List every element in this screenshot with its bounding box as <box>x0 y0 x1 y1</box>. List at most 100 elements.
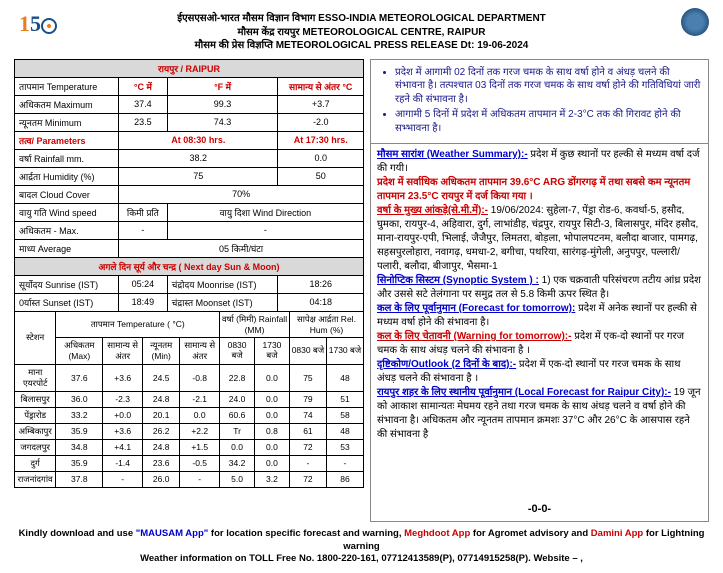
sun-moon-title: अगले दिन सूर्य और चन्द्र ( Next day Sun … <box>15 257 364 275</box>
data-cell: -2.3 <box>103 391 143 407</box>
col-dep: सामान्य से अंतर °C <box>278 77 364 95</box>
sub-column: सामान्य से अंतर <box>180 337 220 364</box>
moonset-label: चंद्रास्त Moonset (IST) <box>167 293 278 311</box>
sub-column: 1730 बजे <box>326 337 363 364</box>
data-cell: 51 <box>326 391 363 407</box>
param-label: तत्व/ Parameters <box>15 131 119 149</box>
data-cell: - <box>326 455 363 471</box>
data-cell: 48 <box>326 364 363 391</box>
table-row: बिलासपुर36.0-2.324.8-2.124.00.07951 <box>15 391 364 407</box>
sub-column: 0830 बजे <box>289 337 326 364</box>
rain-group: वर्षा (मिमी) Rainfall (MM) <box>220 311 290 337</box>
data-cell: 24.8 <box>143 391 180 407</box>
data-cell: 24.8 <box>143 439 180 455</box>
data-cell: - <box>103 471 143 487</box>
bullet-point: प्रदेश में आगामी 02 दिनों तक गरज चमक के … <box>395 66 702 107</box>
header-block: ईएसएसओ-भारत मौसम विज्ञान विभाग ESSO-INDI… <box>14 12 709 53</box>
data-cell: - <box>180 471 220 487</box>
data-cell: 60.6 <box>220 407 255 423</box>
temp-group: तापमान Temperature ( °C) <box>56 311 220 337</box>
sunrise-val: 05:24 <box>119 275 167 293</box>
table-row: अम्बिकापुर35.9+3.626.2+2.2Tr0.86148 <box>15 423 364 439</box>
data-cell: 48 <box>326 423 363 439</box>
station-name: अम्बिकापुर <box>15 423 56 439</box>
cloud-val: 70% <box>119 185 364 203</box>
table-row: पेंड्रारोड33.2+0.020.10.060.60.07458 <box>15 407 364 423</box>
data-cell: 0.0 <box>180 407 220 423</box>
data-cell: 61 <box>289 423 326 439</box>
data-cell: 23.6 <box>143 455 180 471</box>
release-line: मौसम की प्रेस विज्ञप्ति METEOROLOGICAL P… <box>14 39 709 53</box>
data-cell: +2.2 <box>180 423 220 439</box>
data-cell: - <box>289 455 326 471</box>
param-1730: At 17:30 hrs. <box>278 131 364 149</box>
table-row: जगदलपुर34.8+4.124.8+1.50.00.07253 <box>15 439 364 455</box>
sub-column: अधिकतम (Max) <box>56 337 103 364</box>
data-cell: +0.0 <box>103 407 143 423</box>
sunset-val: 18:49 <box>119 293 167 311</box>
data-cell: 0.0 <box>220 439 255 455</box>
min-dep: -2.0 <box>278 113 364 131</box>
dept-line: ईएसएसओ-भारत मौसम विज्ञान विभाग ESSO-INDI… <box>14 12 709 26</box>
data-cell: 26.2 <box>143 423 180 439</box>
bullet-point: आगामी 5 दिनों में प्रदेश में अधिकतम तापम… <box>395 108 702 135</box>
data-cell: 79 <box>289 391 326 407</box>
footer-text: for location specific forecast and warni… <box>208 528 404 539</box>
data-cell: 0.0 <box>255 407 290 423</box>
data-cell: 24.5 <box>143 364 180 391</box>
data-cell: 5.0 <box>220 471 255 487</box>
meghdoot-app: Meghdoot App <box>404 528 470 539</box>
damini-app: Damini App <box>591 528 643 539</box>
sub-column: 0830 बजे <box>220 337 255 364</box>
data-cell: -1.4 <box>103 455 143 471</box>
data-cell: 0.8 <box>255 423 290 439</box>
table-row: राजनांदगांव37.8-26.0-5.03.27286 <box>15 471 364 487</box>
moonset-val: 04:18 <box>278 293 364 311</box>
rain-label: वर्षा Rainfall mm. <box>15 149 119 167</box>
rainfall-figures-label: वर्षा के मुख्य आंकड़े(से.मी.में):- <box>377 205 488 216</box>
sub-column: न्यूनतम (Min) <box>143 337 180 364</box>
col-temp: तापमान Temperature <box>15 77 119 95</box>
moonrise-label: चंद्रोदय Moonrise (IST) <box>167 275 278 293</box>
data-cell: +3.6 <box>103 423 143 439</box>
data-cell: 24.0 <box>220 391 255 407</box>
wind-speed-unit: किमी प्रति <box>119 203 167 221</box>
station-name: राजनांदगांव <box>15 471 56 487</box>
sunset-label: 0र्यास्त Sunset (IST) <box>15 293 119 311</box>
col-c: °C में <box>119 77 167 95</box>
moonrise-val: 18:26 <box>278 275 364 293</box>
station-col: स्टेशन <box>15 311 56 364</box>
data-cell: Tr <box>220 423 255 439</box>
local-forecast-label: रायपुर शहर के लिए स्थानीय पूर्वानुमान (L… <box>377 387 671 398</box>
data-cell: 0.0 <box>255 455 290 471</box>
table-title: रायपुर / RAIPUR <box>15 59 364 77</box>
warning-tomorrow-label: कल के लिए चेतावनी (Warning for tomorrow)… <box>377 331 571 342</box>
data-cell: 35.9 <box>56 423 103 439</box>
wind-avg-label: माध्य Average <box>15 239 119 257</box>
max-label: अधिकतम Maximum <box>15 95 119 113</box>
data-cell: +1.5 <box>180 439 220 455</box>
min-label: न्यूनतम Minimum <box>15 113 119 131</box>
wind-dir-label: वायु दिशा Wind Direction <box>167 203 363 221</box>
end-marker: -0-0- <box>377 502 702 517</box>
col-f: °F में <box>167 77 278 95</box>
highlight-temp: प्रदेश में सर्वाधिक अधिकतम तापमान 39.6°C… <box>377 177 690 202</box>
station-data-table: स्टेशन तापमान Temperature ( °C) वर्षा (म… <box>14 311 364 488</box>
raipur-temp-table: रायपुर / RAIPUR तापमान Temperature °C मे… <box>14 59 364 312</box>
data-cell: 0.0 <box>255 439 290 455</box>
centre-line: मौसम केंद्र रायपुर METEOROLOGICAL CENTRE… <box>14 26 709 40</box>
footer-block: Kindly download and use "MAUSAM App" for… <box>14 528 709 565</box>
min-c: 23.5 <box>119 113 167 131</box>
station-name: पेंड्रारोड <box>15 407 56 423</box>
outlook-label: दृष्टिकोण/Outlook (2 दिनों के बाद):- <box>377 359 516 370</box>
data-cell: -2.1 <box>180 391 220 407</box>
data-cell: 58 <box>326 407 363 423</box>
wind-max-speed: - <box>119 221 167 239</box>
rain-1730: 0.0 <box>278 149 364 167</box>
data-cell: 20.1 <box>143 407 180 423</box>
max-dep: +3.7 <box>278 95 364 113</box>
data-cell: 34.8 <box>56 439 103 455</box>
wind-avg-val: 05 किमी/घंटा <box>119 239 364 257</box>
hum-0830: 75 <box>119 167 278 185</box>
data-cell: 22.8 <box>220 364 255 391</box>
